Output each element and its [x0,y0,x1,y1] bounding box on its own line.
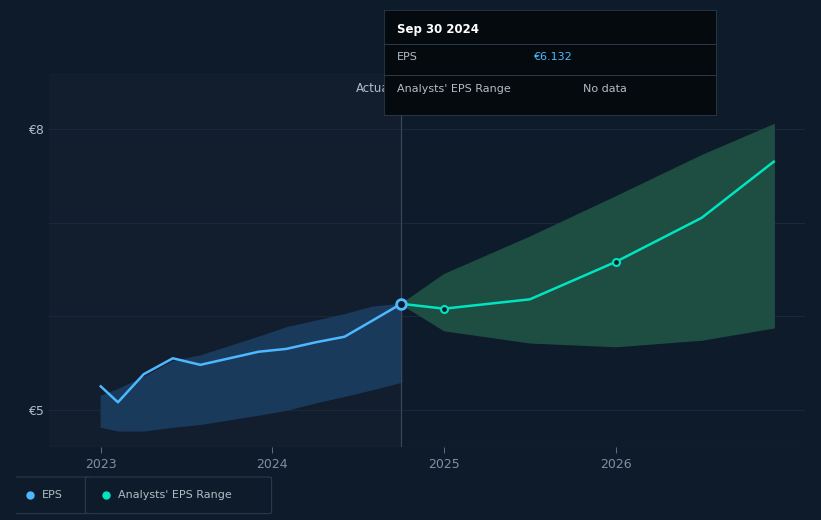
Text: No data: No data [583,84,627,94]
Bar [49,73,401,447]
Text: Analysts' EPS Range: Analysts' EPS Range [118,490,232,500]
Text: €6.132: €6.132 [534,52,572,62]
Text: EPS: EPS [397,52,418,62]
Text: Analysts Forecasts: Analysts Forecasts [410,82,520,95]
FancyBboxPatch shape [85,477,272,514]
Text: Actual: Actual [355,82,392,95]
FancyBboxPatch shape [10,477,92,514]
Text: EPS: EPS [43,490,63,500]
Text: Analysts' EPS Range: Analysts' EPS Range [397,84,511,94]
Text: Sep 30 2024: Sep 30 2024 [397,22,479,35]
